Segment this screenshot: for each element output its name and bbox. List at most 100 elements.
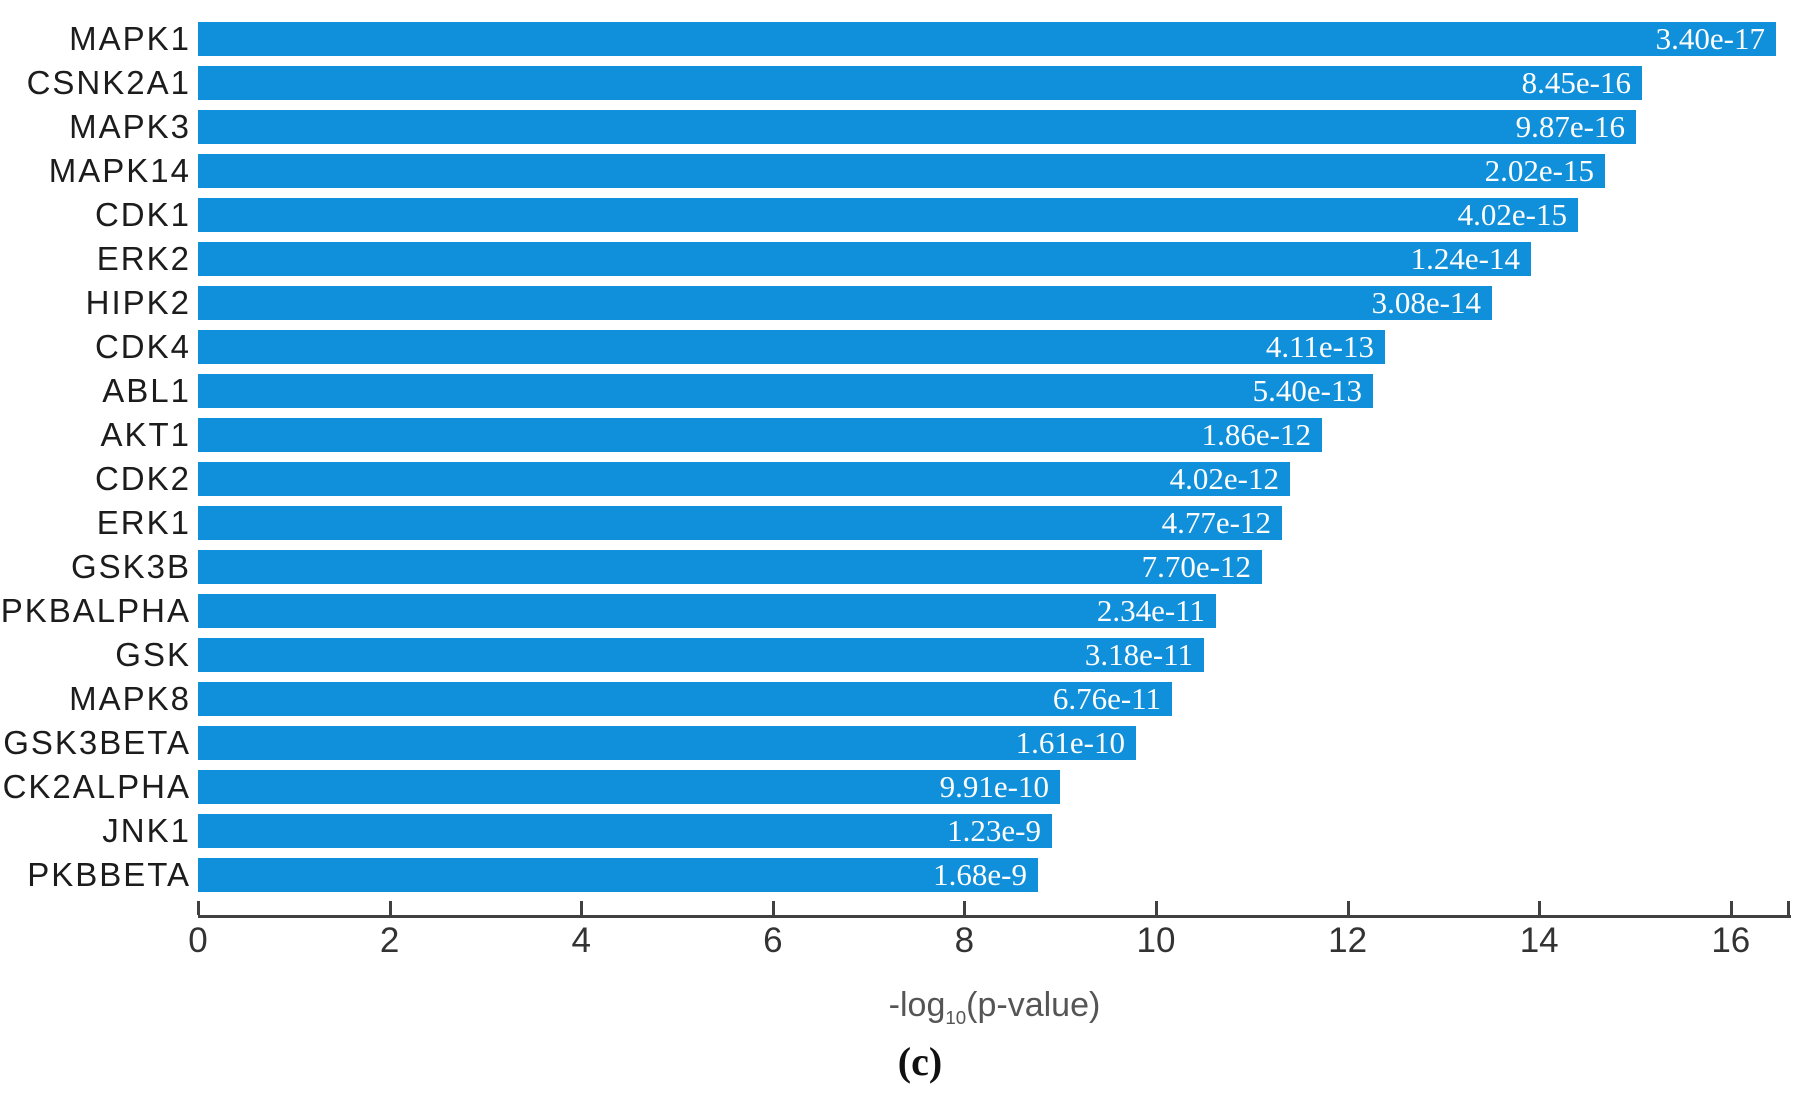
bar: 1.24e-14 <box>198 242 1531 276</box>
bar-value-label: 1.86e-12 <box>1201 417 1311 452</box>
category-label-box: HIPK2 <box>0 284 191 321</box>
category-label: CK2ALPHA <box>2 768 191 805</box>
category-label-box: GSK3BETA <box>0 724 191 761</box>
bar: 4.77e-12 <box>198 506 1282 540</box>
category-label: PKBBETA <box>27 856 191 893</box>
bar: 4.11e-13 <box>198 330 1385 364</box>
category-label: CDK4 <box>94 328 191 365</box>
bar: 5.40e-13 <box>198 374 1373 408</box>
bar-value-label: 9.87e-16 <box>1515 109 1625 144</box>
x-tick <box>388 901 392 915</box>
chart-row: AKT1 1.86e-12 <box>0 416 1797 453</box>
category-label-box: PKBBETA <box>0 856 191 893</box>
category-label-box: GSK3B <box>0 548 191 585</box>
chart-row: MAPK8 6.76e-11 <box>0 680 1797 717</box>
x-axis-title-prefix: -log <box>888 986 946 1024</box>
category-label-box: JNK1 <box>0 812 191 849</box>
chart-row: MAPK14 2.02e-15 <box>0 152 1797 189</box>
x-tick-label: 16 <box>1711 921 1751 960</box>
bar-value-label: 4.11e-13 <box>1265 329 1374 364</box>
bar: 3.08e-14 <box>198 286 1492 320</box>
category-label: GSK <box>115 636 191 673</box>
category-label: CDK2 <box>94 460 191 497</box>
bar-value-label: 7.70e-12 <box>1141 549 1251 584</box>
x-tick <box>197 901 200 915</box>
category-label: ERK2 <box>96 240 191 277</box>
category-label-box: ERK1 <box>0 504 191 541</box>
bar-value-label: 1.61e-10 <box>1015 725 1125 760</box>
category-label-box: CDK4 <box>0 328 191 365</box>
bar: 3.18e-11 <box>198 638 1204 672</box>
category-label-box: PKBALPHA <box>0 592 191 629</box>
chart-row: GSK3BETA 1.61e-10 <box>0 724 1797 761</box>
x-tick <box>1346 901 1350 915</box>
bar: 8.45e-16 <box>198 66 1642 100</box>
bar-value-label: 8.45e-16 <box>1521 65 1631 100</box>
category-label-box: CK2ALPHA <box>0 768 191 805</box>
category-label-box: AKT1 <box>0 416 191 453</box>
bar-value-label: 4.77e-12 <box>1161 505 1271 540</box>
bar: 2.02e-15 <box>198 154 1605 188</box>
bar-value-label: 6.76e-11 <box>1052 681 1161 716</box>
x-tick <box>580 901 584 915</box>
category-label: MAPK8 <box>69 680 191 717</box>
chart-row: MAPK1 3.40e-17 <box>0 20 1797 57</box>
category-label: MAPK3 <box>69 108 191 145</box>
category-label: PKBALPHA <box>0 592 191 629</box>
category-label: ABL1 <box>102 372 191 409</box>
category-label-box: ERK2 <box>0 240 191 277</box>
bar-value-label: 4.02e-15 <box>1457 197 1567 232</box>
category-label-box: CSNK2A1 <box>0 64 191 101</box>
chart-row: CDK1 4.02e-15 <box>0 196 1797 233</box>
bar: 4.02e-15 <box>198 198 1578 232</box>
x-axis-title-subscript: 10 <box>945 1006 967 1028</box>
x-tick-label: 14 <box>1519 921 1559 960</box>
bar-value-label: 1.23e-9 <box>947 813 1041 848</box>
category-label: MAPK14 <box>48 152 191 189</box>
x-tick <box>963 901 967 915</box>
category-label-box: MAPK8 <box>0 680 191 717</box>
x-tick <box>1155 901 1158 915</box>
chart-row: MAPK3 9.87e-16 <box>0 108 1797 145</box>
bar-value-label: 3.08e-14 <box>1371 285 1481 320</box>
bar: 1.68e-9 <box>198 858 1038 892</box>
chart-row: ERK1 4.77e-12 <box>0 504 1797 541</box>
category-label: GSK3B <box>70 548 191 585</box>
bar: 9.91e-10 <box>198 770 1060 804</box>
category-label-box: MAPK1 <box>0 20 191 57</box>
bar-value-label: 3.40e-17 <box>1655 21 1765 56</box>
category-label: GSK3BETA <box>3 724 191 761</box>
chart-row: CDK4 4.11e-13 <box>0 328 1797 365</box>
category-label-box: ABL1 <box>0 372 191 409</box>
category-label: ERK1 <box>96 504 191 541</box>
chart-row: ABL1 5.40e-13 <box>0 372 1797 409</box>
category-label: JNK1 <box>102 812 191 849</box>
chart-row: GSK3B 7.70e-12 <box>0 548 1797 585</box>
category-label-box: MAPK3 <box>0 108 191 145</box>
bar: 1.86e-12 <box>198 418 1322 452</box>
category-label-box: CDK2 <box>0 460 191 497</box>
bar: 9.87e-16 <box>198 110 1636 144</box>
x-axis-title: -log10(p-value) <box>198 986 1791 1029</box>
bar: 3.40e-17 <box>198 22 1776 56</box>
bar: 7.70e-12 <box>198 550 1262 584</box>
x-axis-title-suffix: (p-value) <box>966 986 1101 1024</box>
category-label: AKT1 <box>100 416 191 453</box>
bar: 2.34e-11 <box>198 594 1216 628</box>
x-tick-label: 4 <box>571 921 591 960</box>
chart-row: GSK 3.18e-11 <box>0 636 1797 673</box>
x-tick-label: 8 <box>954 921 975 960</box>
bar-value-label: 1.24e-14 <box>1410 241 1520 276</box>
category-label: CSNK2A1 <box>26 64 191 101</box>
x-tick-label: 10 <box>1136 921 1176 960</box>
panel-caption: (c) <box>897 1039 943 1084</box>
bar-value-label: 4.02e-12 <box>1169 461 1279 496</box>
bar-value-label: 1.68e-9 <box>933 857 1027 892</box>
chart-row: PKBBETA 1.68e-9 <box>0 856 1797 893</box>
x-axis-endcap-tick <box>1787 901 1790 915</box>
chart-row: PKBALPHA 2.34e-11 <box>0 592 1797 629</box>
bar: 4.02e-12 <box>198 462 1290 496</box>
x-tick-label: 12 <box>1328 921 1368 960</box>
x-tick <box>1538 901 1542 915</box>
x-tick <box>1729 901 1733 915</box>
